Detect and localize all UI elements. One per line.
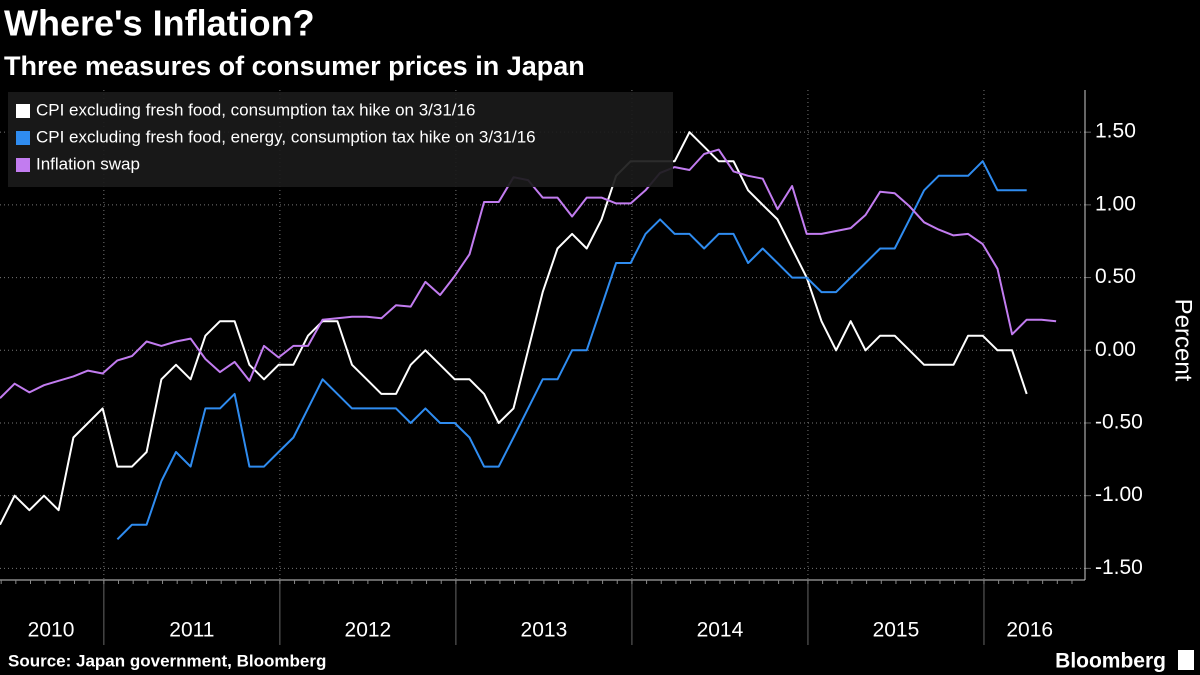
chart-title: Where's Inflation?	[4, 3, 315, 44]
legend-swatch	[16, 158, 30, 172]
source: Source: Japan government, Bloomberg	[8, 651, 326, 670]
brand: Bloomberg	[1055, 650, 1166, 673]
x-tick-label: 2012	[345, 619, 392, 642]
brand-icon	[1178, 650, 1194, 670]
x-tick-label: 2011	[169, 619, 214, 642]
y-tick-label: -0.50	[1095, 411, 1143, 434]
x-tick-label: 2013	[521, 619, 568, 642]
y-tick-label: 1.50	[1095, 120, 1136, 143]
chart-subtitle: Three measures of consumer prices in Jap…	[4, 51, 585, 81]
legend-swatch	[16, 131, 30, 145]
y-tick-label: 1.00	[1095, 192, 1136, 215]
x-tick-label: 2015	[873, 619, 920, 642]
x-tick-label: 2014	[697, 619, 744, 642]
y-tick-label: 0.00	[1095, 338, 1136, 361]
legend-label: CPI excluding fresh food, consumption ta…	[36, 100, 475, 119]
y-tick-label: -1.50	[1095, 556, 1143, 579]
legend: CPI excluding fresh food, consumption ta…	[8, 92, 673, 187]
legend-box	[8, 92, 673, 187]
x-tick-label: 2010	[28, 619, 75, 642]
legend-label: Inflation swap	[36, 154, 140, 173]
legend-swatch	[16, 104, 30, 118]
x-tick-label: 2016	[1006, 619, 1053, 642]
y-tick-label: -1.00	[1095, 483, 1143, 506]
y-axis-label: Percent	[1170, 299, 1197, 382]
y-tick-label: 0.50	[1095, 265, 1136, 288]
series-line	[116, 160, 1027, 541]
series-line	[0, 131, 1028, 526]
legend-label: CPI excluding fresh food, energy, consum…	[36, 127, 536, 146]
